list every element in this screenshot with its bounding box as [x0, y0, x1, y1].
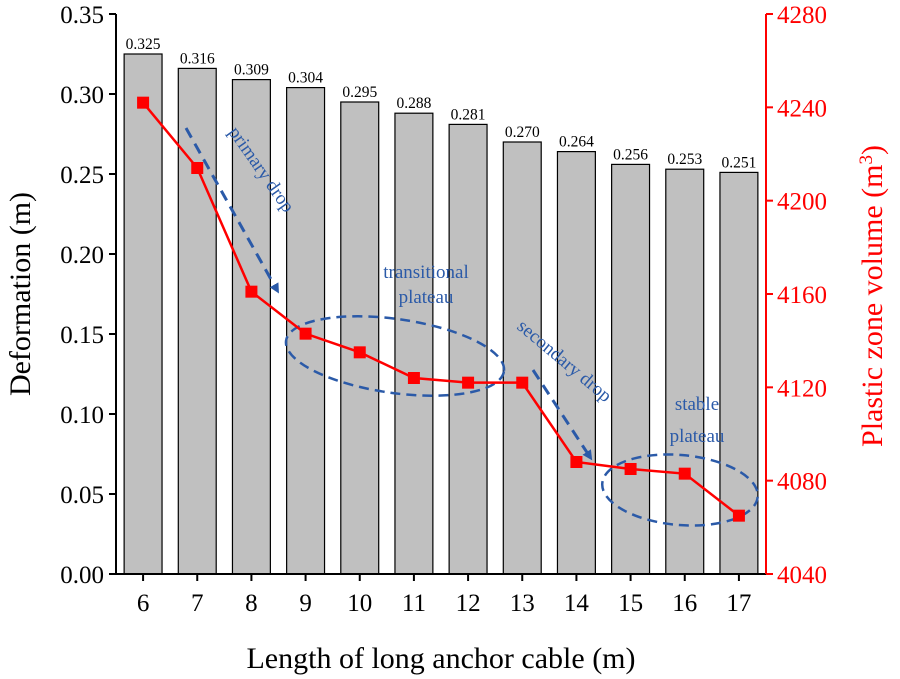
bar-12 [448, 123, 488, 575]
left-tick-label: 0.25 [60, 162, 104, 189]
x-tick-label: 9 [299, 590, 312, 617]
line-point-9 [299, 327, 312, 340]
x-tick-label: 8 [245, 590, 258, 617]
right-axis-title-main: Plastic zone volume (m [856, 165, 889, 447]
transitional-plateau-ellipse [284, 315, 506, 397]
x-tick-label: 10 [347, 590, 372, 617]
bar-10 [340, 101, 380, 575]
line-point-15 [624, 463, 637, 475]
bar-value-label: 0.304 [288, 70, 323, 87]
stable-plateau-label-1: stable [675, 394, 719, 415]
right-tick-label: 4040 [777, 562, 827, 589]
bar-value-label: 0.281 [451, 106, 486, 123]
right-tick-label: 4080 [777, 469, 827, 496]
x-tick-label: 11 [402, 590, 426, 617]
bar-value-label: 0.251 [721, 154, 756, 171]
right-tick-label: 4240 [777, 95, 827, 122]
x-axis-title: Length of long anchor cable (m) [246, 642, 635, 675]
bar-series [123, 53, 759, 575]
line-point-12 [462, 376, 475, 389]
x-tick-label: 6 [137, 590, 150, 617]
left-tick-label: 0.00 [60, 562, 104, 589]
line-point-10 [353, 346, 366, 359]
left-tick-label: 0.15 [60, 322, 104, 349]
line-point-8 [245, 285, 258, 298]
line-point-13 [516, 376, 529, 389]
left-tick-label: 0.05 [60, 482, 104, 509]
bar-13 [502, 141, 542, 575]
line-point-6 [137, 96, 150, 109]
line-point-7 [191, 162, 204, 174]
x-tick-label: 17 [726, 590, 751, 617]
bar-14 [556, 151, 596, 575]
primary-drop-arrow [184, 127, 279, 294]
stable-plateau-label-2: plateau [670, 426, 725, 447]
bar-16 [665, 168, 705, 575]
left-tick-label: 0.30 [60, 82, 104, 109]
bar-value-label: 0.253 [667, 151, 702, 168]
stable-plateau-ellipse [600, 453, 760, 527]
x-tick-label: 14 [564, 590, 590, 617]
bar-15 [611, 163, 651, 575]
x-tick-label: 16 [672, 590, 697, 617]
bar-value-label: 0.288 [396, 95, 431, 112]
right-axis-ticks: 4040 4080 4120 4160 4200 4240 4280 [766, 2, 827, 589]
bar-value-label: 0.270 [505, 124, 540, 141]
transitional-plateau-label-2: plateau [399, 287, 454, 308]
right-tick-label: 4120 [777, 375, 827, 402]
bar-6 [123, 53, 163, 575]
x-tick-label: 7 [191, 590, 204, 617]
right-axis-title-close: ) [856, 145, 889, 155]
right-tick-label: 4280 [777, 2, 827, 29]
bar-value-label: 0.295 [342, 84, 377, 101]
right-axis-title-sup: 3 [856, 155, 877, 165]
line-point-11 [407, 372, 420, 384]
bar-value-label: 0.264 [559, 134, 594, 151]
bar-7 [177, 67, 217, 575]
plastic-zone-line [142, 101, 740, 517]
x-axis-ticks: 6 7 8 9 10 11 12 13 14 15 16 17 [137, 574, 751, 617]
bar-value-label: 0.309 [234, 62, 269, 79]
left-tick-label: 0.10 [60, 402, 104, 429]
right-axis-title: Plastic zone volume (m3) [856, 145, 890, 447]
bar-value-label: 0.256 [613, 146, 648, 163]
transitional-plateau-label-1: transitional [383, 262, 468, 283]
x-tick-label: 12 [456, 590, 481, 617]
bar-value-label: 0.325 [126, 36, 161, 53]
line-point-16 [678, 467, 691, 480]
bar-value-label: 0.316 [180, 50, 215, 67]
left-axis-title: Deformation (m) [4, 192, 37, 396]
x-tick-label: 15 [618, 590, 643, 617]
left-tick-label: 0.35 [60, 2, 104, 29]
line-series [137, 96, 745, 522]
bar-8 [231, 78, 271, 575]
line-point-14 [570, 456, 583, 468]
line-point-17 [732, 509, 745, 522]
left-tick-label: 0.20 [60, 242, 104, 269]
left-axis-ticks: 0.00 0.05 0.10 0.15 0.20 0.25 0.30 0.35 [60, 2, 116, 589]
right-tick-label: 4200 [777, 189, 827, 216]
x-tick-label: 13 [510, 590, 535, 617]
bar-data-labels: 0.325 0.316 0.309 0.304 0.295 0.288 0.281 0.270… [126, 36, 757, 171]
right-tick-label: 4160 [777, 282, 827, 309]
bar-11 [394, 112, 434, 575]
